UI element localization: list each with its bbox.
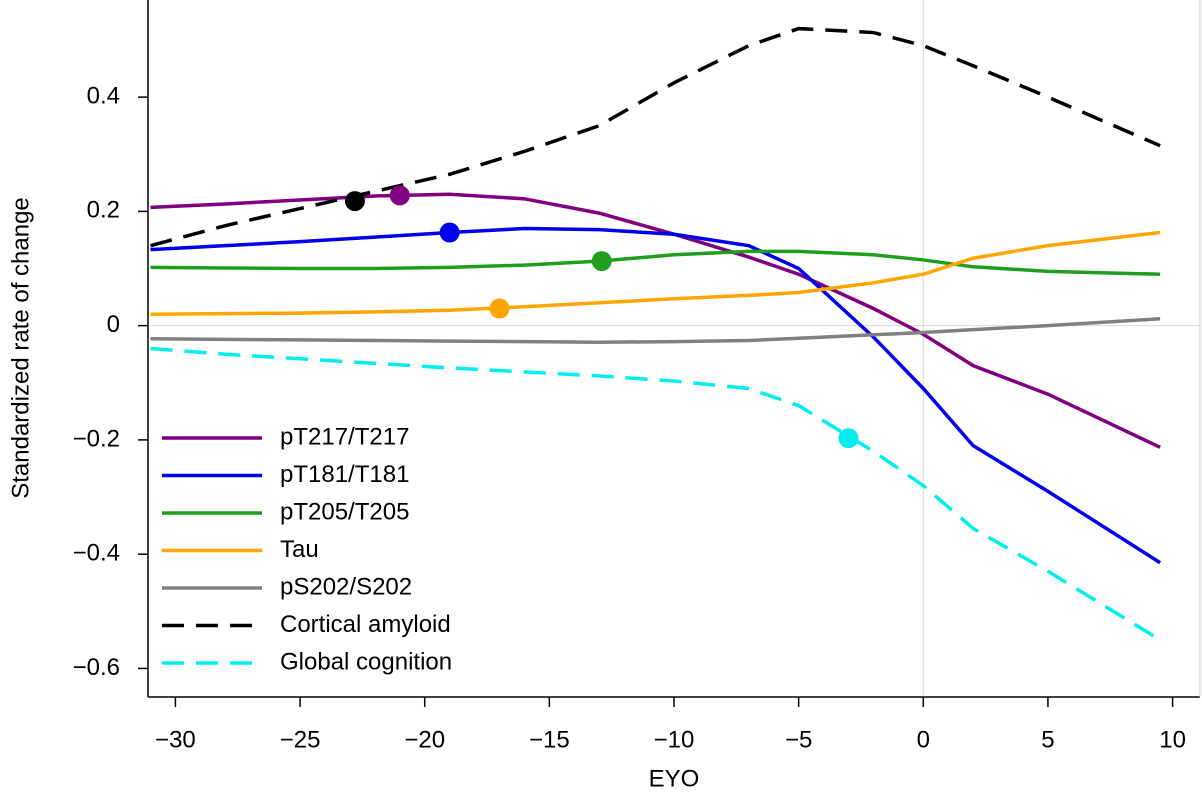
milestone-point <box>344 191 365 212</box>
x-tick-label: −15 <box>529 726 570 753</box>
x-tick-label: 5 <box>1041 726 1054 753</box>
series-line <box>150 317 1161 344</box>
x-tick-label: 10 <box>1159 726 1186 753</box>
series-line <box>150 249 1161 276</box>
series-line <box>150 226 1162 565</box>
y-tick-label: −0.2 <box>73 425 120 452</box>
milestone-point <box>389 185 410 206</box>
legend-label: Global cognition <box>280 648 452 675</box>
milestone-point <box>439 222 460 243</box>
y-axis-label: Standardized rate of change <box>7 197 34 499</box>
milestone-point <box>489 298 510 319</box>
y-tick-label: 0 <box>107 311 120 338</box>
x-tick-label: −25 <box>280 726 321 753</box>
series-line <box>150 230 1161 316</box>
x-tick-label: 0 <box>917 726 930 753</box>
series-line <box>150 346 1162 642</box>
legend-label: pT217/T217 <box>280 423 409 450</box>
legend-label: Cortical amyloid <box>280 611 451 638</box>
legend-label: pT205/T205 <box>280 498 409 525</box>
x-tick-label: −30 <box>155 726 196 753</box>
legend-label: pT181/T181 <box>280 461 409 488</box>
legend-label: pS202/S202 <box>280 573 412 600</box>
y-tick-label: 0.2 <box>87 197 120 224</box>
milestone-point <box>591 251 612 272</box>
y-tick-label: −0.4 <box>73 540 120 567</box>
x-tick-label: −5 <box>785 726 812 753</box>
legend-label: Tau <box>280 536 319 563</box>
x-tick-label: −10 <box>654 726 695 753</box>
y-tick-label: 0.4 <box>87 82 120 109</box>
x-tick-label: −20 <box>404 726 445 753</box>
x-axis-label: EYO <box>649 765 700 792</box>
milestone-point <box>838 428 859 449</box>
series-line <box>150 26 1161 248</box>
y-tick-label: −0.6 <box>73 654 120 681</box>
